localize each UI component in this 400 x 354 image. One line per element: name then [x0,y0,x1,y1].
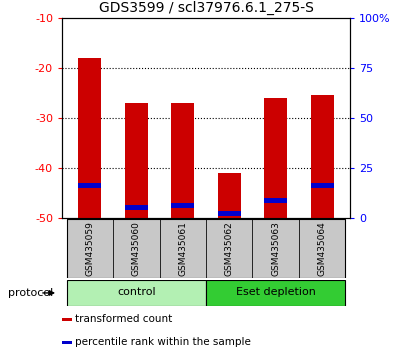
Text: GSM435059: GSM435059 [85,221,94,276]
Bar [125,205,148,210]
Bar [171,203,194,208]
Bar [160,219,206,278]
Bar [62,318,72,321]
Bar [252,219,299,278]
Text: GSM435062: GSM435062 [225,221,234,276]
Bar [299,219,345,278]
Bar [218,211,241,216]
Bar [171,103,194,218]
Bar [218,173,241,218]
Text: GSM435060: GSM435060 [132,221,141,276]
Text: GSM435063: GSM435063 [271,221,280,276]
Bar [125,103,148,218]
Text: percentile rank within the sample: percentile rank within the sample [76,337,251,348]
Bar [67,219,113,278]
Bar [62,341,72,344]
Bar [264,98,287,218]
Bar [206,219,252,278]
Bar [310,183,334,188]
Text: GSM435064: GSM435064 [318,221,327,276]
Bar [78,183,102,188]
Text: Eset depletion: Eset depletion [236,287,316,297]
Bar [113,219,160,278]
Text: GSM435061: GSM435061 [178,221,187,276]
Bar [310,95,334,218]
Text: protocol: protocol [8,288,53,298]
Bar [78,58,102,218]
Bar [67,280,206,306]
Text: transformed count: transformed count [76,314,173,325]
Bar [264,198,287,203]
Bar [206,280,345,306]
Text: control: control [117,287,156,297]
Title: GDS3599 / scl37976.6.1_275-S: GDS3599 / scl37976.6.1_275-S [98,1,314,15]
